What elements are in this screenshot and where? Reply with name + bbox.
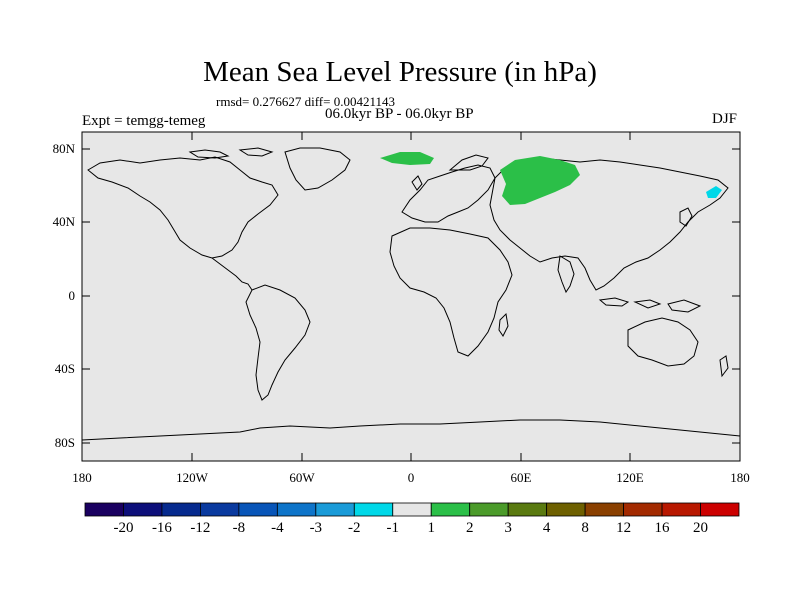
coastlines — [81, 147, 741, 441]
colorbar-swatch — [623, 502, 663, 517]
colorbar-label: 12 — [616, 520, 632, 536]
period-label: 06.0kyr BP - 06.0kyr BP — [325, 106, 474, 122]
lat-label-40n: 40N — [53, 214, 76, 229]
colorbar-swatch — [469, 502, 509, 517]
colorbar-swatch — [700, 502, 740, 517]
colorbar-label: -1 — [386, 520, 400, 536]
lon-label-180w: 180 — [72, 470, 92, 485]
lon-ticks — [191, 132, 631, 461]
lat-label-40s: 40S — [55, 361, 75, 376]
experiment-label: Expt = temgg-temeg — [82, 113, 206, 129]
map-plot-area — [81, 131, 741, 462]
colorbar-label: 20 — [693, 520, 709, 536]
colorbar-label: 3 — [504, 520, 512, 536]
colorbar-swatch — [238, 502, 278, 517]
colorbar-swatch — [84, 502, 124, 517]
colorbar-swatch — [546, 502, 586, 517]
colorbar-swatch — [276, 502, 317, 517]
colorbar-label: 2 — [465, 520, 474, 536]
colorbar-swatch — [507, 502, 548, 517]
colorbar-swatch — [353, 502, 394, 517]
colorbar-label: 16 — [654, 520, 670, 536]
lat-label-80s: 80S — [55, 435, 75, 450]
colorbar-swatch — [315, 502, 355, 517]
colorbar — [84, 502, 740, 517]
lat-label-0: 0 — [69, 288, 76, 303]
colorbar-label: -16 — [151, 520, 172, 536]
lon-label-120e: 120E — [616, 470, 644, 485]
colorbar-swatch — [661, 502, 701, 517]
colorbar-label: -8 — [232, 520, 246, 536]
colorbar-label: -4 — [271, 520, 284, 536]
lat-ticks — [82, 148, 740, 444]
season-label: DJF — [712, 111, 738, 127]
colorbar-swatch — [392, 502, 432, 517]
positive-anomaly-region — [380, 152, 434, 165]
lon-label-60w: 60W — [289, 470, 315, 485]
colorbar-swatch — [161, 502, 201, 517]
lon-label-120w: 120W — [176, 470, 209, 485]
colorbar-label: 1 — [427, 520, 435, 536]
colorbar-swatch — [123, 502, 163, 517]
colorbar-label: -12 — [190, 520, 211, 536]
negative-anomaly-region — [706, 186, 722, 198]
chart-title: Mean Sea Level Pressure (in hPa) — [203, 56, 597, 88]
colorbar-swatch — [584, 502, 624, 517]
lon-label-60e: 60E — [511, 470, 532, 485]
positive-anomaly-region — [500, 156, 580, 205]
lon-label-180e: 180 — [730, 470, 750, 485]
colorbar-swatch — [200, 502, 240, 517]
colorbar-swatch — [430, 502, 471, 517]
stats-label: rmsd= 0.276627 diff= 0.00421143 — [216, 94, 395, 109]
colorbar-label: -20 — [113, 520, 134, 536]
colorbar-label: 4 — [542, 520, 551, 536]
colorbar-label: -2 — [348, 520, 361, 536]
lat-label-80n: 80N — [53, 141, 76, 156]
lon-label-0: 0 — [408, 470, 415, 485]
colorbar-label: 8 — [581, 520, 589, 536]
colorbar-label: -3 — [309, 520, 323, 536]
